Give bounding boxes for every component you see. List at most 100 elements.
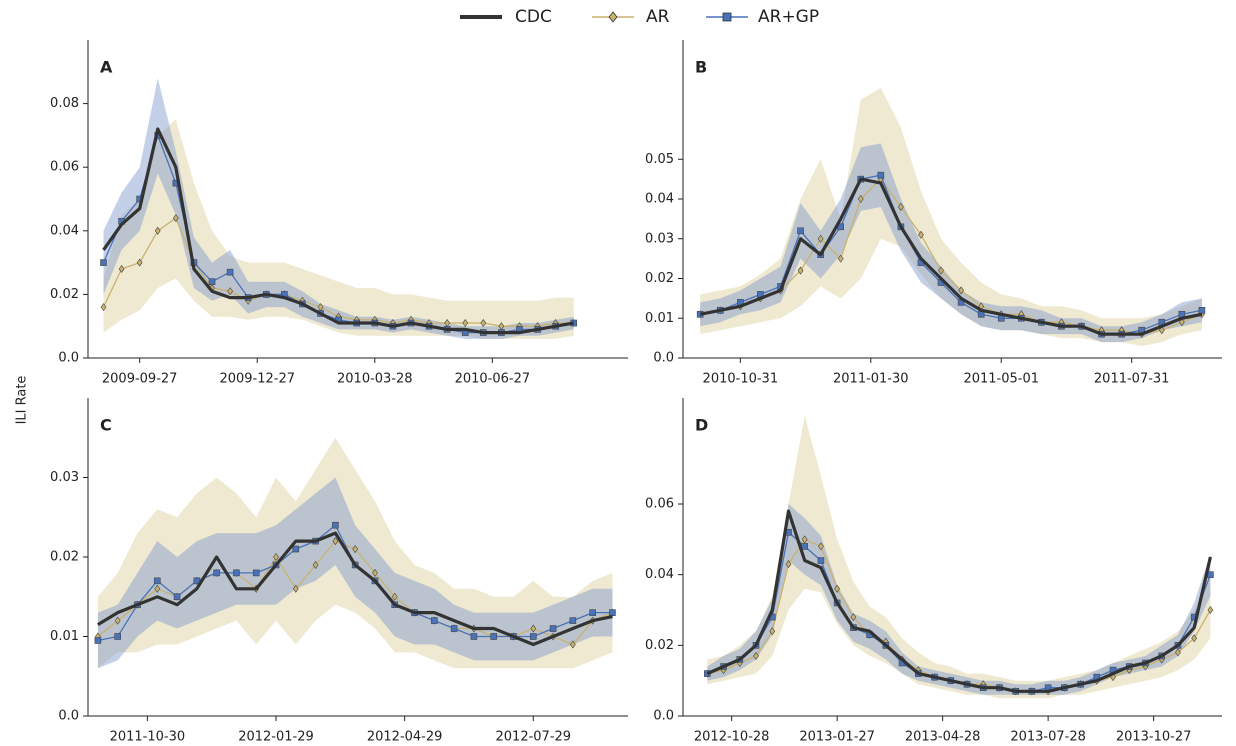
- ar-gp-marker: [100, 259, 107, 266]
- ar-marker: [154, 584, 161, 593]
- ar-gp-marker: [450, 625, 458, 632]
- y-tick-label: 0.04: [645, 567, 674, 582]
- ar-marker: [1207, 605, 1214, 615]
- ar-marker: [462, 319, 469, 328]
- panel-letter: C: [100, 416, 112, 435]
- x-tick-label: 2009-09-27: [102, 372, 178, 387]
- x-tick-label: 2011-01-30: [833, 372, 909, 387]
- panel-letter: A: [100, 58, 113, 77]
- ar-marker: [114, 616, 121, 625]
- y-tick-label: 0.08: [50, 96, 79, 111]
- ar-gp-marker: [549, 625, 557, 632]
- ar-gp-marker: [609, 609, 616, 616]
- ar-marker: [352, 545, 359, 554]
- ar-marker: [818, 542, 824, 551]
- ar-marker: [273, 552, 279, 562]
- x-tick-label: 2012-10-28: [694, 730, 770, 745]
- y-tick-label: 0.04: [50, 223, 79, 238]
- ar-gp-marker: [332, 521, 339, 529]
- x-tick-label: 2009-12-27: [219, 372, 295, 387]
- y-tick-label: 0.02: [50, 550, 79, 565]
- ar-marker: [118, 264, 125, 273]
- ar-marker: [172, 214, 179, 223]
- y-axis-label: ILI Rate: [15, 376, 30, 425]
- panel: 0.0 0.01 0.02 0.03 0.04 0.05 2010-10-31 2011-01…: [645, 40, 1222, 387]
- ar-marker: [958, 286, 964, 295]
- ar-gp-marker: [153, 577, 161, 585]
- ar-gp-marker: [208, 278, 216, 285]
- ar-marker: [530, 624, 537, 633]
- ar-gp-marker: [1198, 306, 1206, 314]
- legend-marker: [722, 12, 732, 22]
- y-tick-label: 0.02: [645, 271, 674, 286]
- confidence-band: [700, 87, 1202, 347]
- ar-gp-marker: [589, 609, 596, 616]
- legend-label: AR+GP: [758, 7, 819, 27]
- ar-gp-marker: [114, 633, 121, 640]
- y-tick-label: 0.0: [653, 351, 674, 366]
- y-tick-label: 0.03: [645, 231, 674, 246]
- ar-gp-marker: [94, 637, 102, 644]
- legend-marker: [608, 11, 618, 23]
- ar-gp-marker: [173, 593, 181, 601]
- ar-marker: [312, 560, 319, 569]
- ar-gp-marker: [529, 633, 537, 640]
- ar-marker: [801, 535, 808, 544]
- y-tick-label: 0.01: [645, 311, 674, 326]
- ar-marker: [372, 568, 378, 577]
- series-line: [97, 531, 613, 647]
- ar-gp-marker: [213, 569, 220, 577]
- ar-gp-marker: [569, 617, 577, 624]
- ar-marker: [753, 651, 759, 660]
- ar-marker: [834, 584, 841, 593]
- ar-gp-marker: [490, 633, 498, 640]
- y-tick-label: 0.06: [50, 160, 79, 175]
- ar-marker: [391, 592, 398, 601]
- panel-letter: B: [695, 58, 707, 77]
- x-tick-label: 2010-10-31: [703, 372, 779, 387]
- series-line: [700, 178, 1203, 335]
- panel-letter: D: [695, 416, 708, 435]
- x-tick-label: 2013-10-27: [1116, 730, 1192, 745]
- x-tick-label: 2011-05-01: [963, 372, 1039, 387]
- series-line: [706, 509, 1212, 693]
- legend-label: AR: [646, 7, 670, 27]
- y-tick-label: 0.05: [645, 152, 674, 167]
- confidence-band: [707, 415, 1211, 699]
- y-tick-label: 0.02: [50, 287, 79, 302]
- x-tick-label: 2013-07-28: [1010, 730, 1086, 745]
- ar-marker: [227, 287, 233, 296]
- ar-marker: [1191, 634, 1198, 643]
- ar-gp-marker: [797, 227, 804, 235]
- x-tick-label: 2013-01-27: [799, 730, 875, 745]
- x-tick-label: 2011-07-31: [1094, 372, 1170, 387]
- x-tick-label: 2011-10-30: [110, 730, 186, 745]
- y-tick-label: 0.06: [645, 497, 674, 512]
- ar-marker: [785, 560, 792, 569]
- ar-marker: [332, 537, 339, 546]
- ar-marker: [1175, 648, 1181, 657]
- ar-marker: [292, 584, 299, 593]
- ar-gp-marker: [877, 171, 885, 179]
- ar-marker: [918, 230, 924, 239]
- y-tick-label: 0.04: [645, 192, 674, 207]
- ar-marker: [480, 319, 487, 328]
- ar-marker: [938, 266, 944, 275]
- ar-gp-marker: [233, 569, 240, 577]
- x-tick-label: 2010-06-27: [455, 372, 531, 387]
- confidence-band: [97, 477, 613, 669]
- y-tick-label: 0.0: [58, 351, 79, 366]
- x-tick-label: 2010-03-28: [337, 372, 413, 387]
- ar-marker: [898, 202, 904, 211]
- ar-gp-marker: [193, 577, 201, 585]
- ar-marker: [154, 226, 161, 235]
- panel: 0.0 0.02 0.04 0.06 0.08 2009-09-27 2009-12-27 2…: [50, 40, 628, 387]
- y-tick-label: 0.0: [653, 709, 674, 724]
- y-tick-label: 0.03: [50, 470, 79, 485]
- x-tick-label: 2012-07-29: [496, 730, 572, 745]
- x-tick-label: 2013-04-28: [905, 730, 981, 745]
- y-tick-label: 0.02: [645, 638, 674, 653]
- y-tick-label: 0.01: [50, 629, 79, 644]
- ar-marker: [837, 254, 844, 263]
